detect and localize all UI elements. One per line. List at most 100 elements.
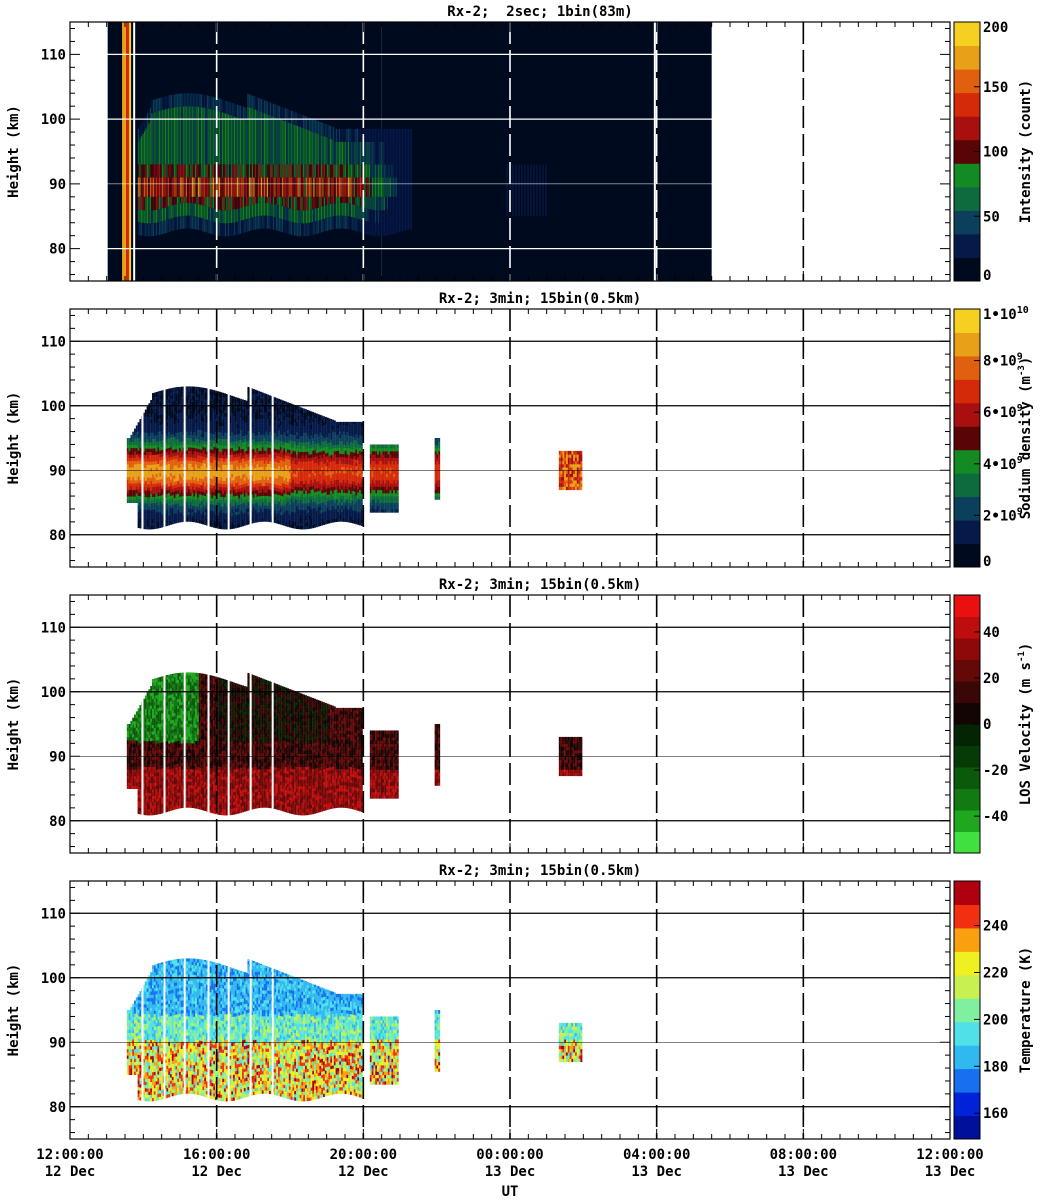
colorbar-tick-label: 4•109 xyxy=(983,455,1023,473)
y-tick-label: 110 xyxy=(41,334,66,350)
colorbar-segment xyxy=(954,810,980,832)
colorbar-segment xyxy=(954,92,980,117)
colorbar-label: Sodium density (m-3) xyxy=(1017,357,1034,520)
y-axis-label: Height (km) xyxy=(6,105,22,198)
colorbar-segment xyxy=(954,1068,980,1093)
plot-area xyxy=(126,309,583,567)
colorbar-segment xyxy=(954,257,980,282)
colorbar-label: Intensity (count) xyxy=(1018,80,1034,223)
colorbar-segment xyxy=(954,659,980,682)
colorbar-segment xyxy=(954,309,980,333)
y-tick-label: 90 xyxy=(49,463,66,479)
colorbar-tick-label: -40 xyxy=(983,809,1008,825)
colorbar-label: Temperature (K) xyxy=(1018,947,1034,1073)
y-tick-label: 100 xyxy=(41,399,66,415)
x-tick-time: 00:00:00 xyxy=(476,1147,543,1163)
colorbar-segment xyxy=(954,402,980,427)
y-tick-label: 90 xyxy=(49,1035,66,1051)
colorbar-tick-label: 180 xyxy=(983,1059,1008,1075)
colorbar-label: LOS Velocity (m s-1) xyxy=(1017,643,1034,806)
x-tick-time: 08:00:00 xyxy=(770,1147,837,1163)
x-axis-label: UT xyxy=(502,1184,519,1200)
colorbar-segment xyxy=(954,163,980,188)
colorbar-tick-label: 0 xyxy=(983,554,991,570)
colorbar-tick-label: 6•109 xyxy=(983,403,1023,421)
y-axis-label: Height (km) xyxy=(6,964,22,1057)
y-tick-label: 100 xyxy=(41,112,66,128)
x-tick-date: 13 Dec xyxy=(631,1164,682,1180)
colorbar-segment xyxy=(954,543,980,568)
colorbar: -40 -20 0 20 40 LOS Velocity (m s-1) xyxy=(953,594,1034,854)
y-tick-label: 90 xyxy=(49,749,66,765)
colorbar-segment xyxy=(954,379,980,404)
colorbar-segment xyxy=(954,186,980,211)
x-tick-date: 12 Dec xyxy=(191,1164,242,1180)
colorbar-tick-label: 240 xyxy=(983,919,1008,935)
colorbar-segment xyxy=(954,116,980,141)
colorbar-segment xyxy=(954,998,980,1023)
colorbar-tick-label: 8•109 xyxy=(983,352,1023,370)
colorbar-tick-label: 2•109 xyxy=(983,506,1023,524)
panel-4: 80 90 100 110 Height (km) Rx-2; 3min; 15bin(0… xyxy=(6,863,1034,1140)
x-tick-date: 12 Dec xyxy=(338,1164,389,1180)
x-tick-time: 12:00:00 xyxy=(916,1147,983,1163)
y-tick-label: 100 xyxy=(41,685,66,701)
y-tick-label: 90 xyxy=(49,177,66,193)
y-tick-label: 80 xyxy=(49,1100,66,1116)
colorbar-segment xyxy=(954,45,980,70)
colorbar-segment xyxy=(954,681,980,703)
colorbar: 0 50 100 150 200 Intensity (count) xyxy=(953,20,1034,284)
x-tick-time: 04:00:00 xyxy=(623,1147,690,1163)
panel-title: Rx-2; 3min; 15bin(0.5km) xyxy=(439,863,641,879)
colorbar-segment xyxy=(954,69,980,94)
calibration-stripe xyxy=(122,22,127,281)
colorbar-segment xyxy=(954,210,980,235)
colorbar-segment xyxy=(954,745,980,768)
colorbar-tick-label: 20 xyxy=(983,671,1000,687)
x-tick-date: 12 Dec xyxy=(45,1164,96,1180)
colorbar-segment xyxy=(954,496,980,521)
y-tick-label: 110 xyxy=(41,47,66,63)
panel-3: 80 90 100 110 Height (km) Rx-2; 3min; 15bin(0… xyxy=(6,577,1034,854)
colorbar-tick-label: 0 xyxy=(983,268,991,284)
colorbar-segment xyxy=(954,473,980,498)
colorbar-segment xyxy=(954,233,980,258)
colorbar-segment xyxy=(954,951,980,976)
colorbar-segment xyxy=(954,724,980,746)
colorbar-tick-label: 50 xyxy=(983,209,1000,225)
colorbar-segment xyxy=(954,927,980,952)
colorbar-segment xyxy=(954,767,980,789)
x-tick-date: 13 Dec xyxy=(485,1164,536,1180)
y-tick-label: 100 xyxy=(41,971,66,987)
colorbar: 0 2•109 4•109 6•109 8•109 1•1010 Sodium densit… xyxy=(953,305,1034,570)
plot-area xyxy=(126,595,583,853)
y-axis-label: Height (km) xyxy=(6,392,22,485)
colorbar-segment xyxy=(954,1045,980,1070)
colorbar-segment xyxy=(954,1115,980,1140)
x-tick-time: 12:00:00 xyxy=(36,1147,103,1163)
colorbar-tick-label: 1•1010 xyxy=(983,305,1029,323)
colorbar-segment xyxy=(954,904,980,929)
colorbar-segment xyxy=(954,616,980,639)
colorbar-tick-label: -20 xyxy=(983,763,1008,779)
colorbar-segment xyxy=(954,1092,980,1117)
panel-1: 80 90 100 110 Height (km) Rx-2; 2sec; 1bin(83… xyxy=(6,4,1034,284)
colorbar-segment xyxy=(954,638,980,660)
colorbar-tick-label: 200 xyxy=(983,1012,1008,1028)
colorbar-segment xyxy=(954,22,980,47)
colorbar-segment xyxy=(954,332,980,357)
y-tick-label: 80 xyxy=(49,242,66,258)
x-tick-time: 16:00:00 xyxy=(183,1147,250,1163)
colorbar-segment xyxy=(954,788,980,811)
y-tick-label: 110 xyxy=(41,906,66,922)
plot-area xyxy=(126,881,583,1139)
colorbar-segment xyxy=(954,595,980,617)
y-tick-label: 80 xyxy=(49,814,66,830)
plot-area xyxy=(105,22,950,281)
colorbar-segment xyxy=(954,1021,980,1046)
colorbar-segment xyxy=(954,831,980,854)
panel-title: Rx-2; 3min; 15bin(0.5km) xyxy=(439,577,641,593)
colorbar-segment xyxy=(954,974,980,999)
panel-title: Rx-2; 3min; 15bin(0.5km) xyxy=(439,291,641,307)
colorbar-tick-label: 100 xyxy=(983,145,1008,161)
